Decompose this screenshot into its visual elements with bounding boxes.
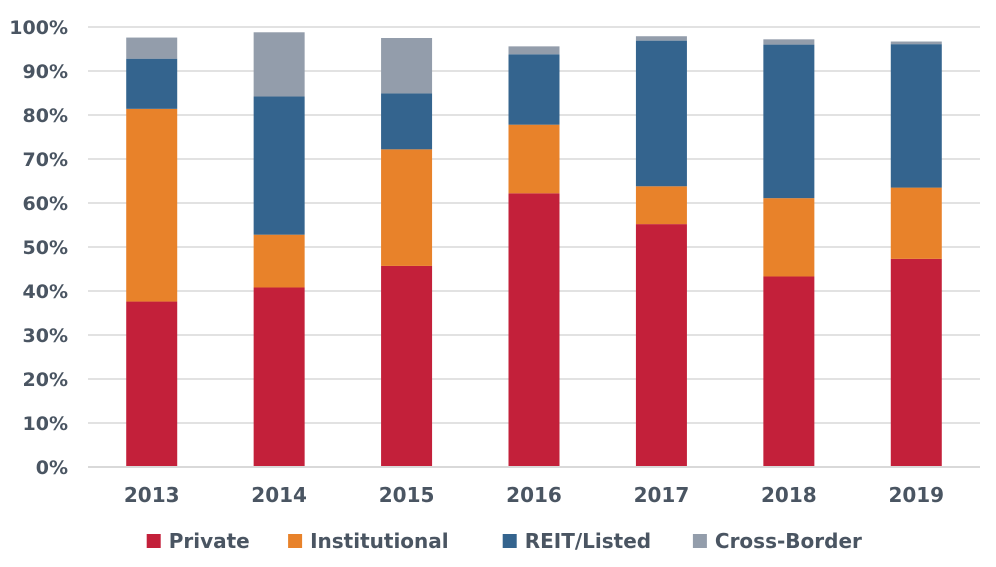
bars <box>126 32 942 467</box>
y-tick-label: 0% <box>36 457 68 479</box>
y-tick-label: 20% <box>23 369 68 391</box>
x-tick-label: 2013 <box>124 483 180 507</box>
y-tick-label: 60% <box>23 193 68 215</box>
legend-label-private: Private <box>169 529 250 553</box>
bar-2017-cross-border <box>635 36 687 41</box>
y-tick-label: 50% <box>23 237 68 259</box>
x-tick-label: 2019 <box>888 483 944 507</box>
y-tick-label: 80% <box>23 105 68 127</box>
bar-2016-cross-border <box>508 46 560 55</box>
legend-label-cross-border: Cross-Border <box>715 529 862 553</box>
bar-2015-cross-border <box>381 38 433 94</box>
legend-swatch-private <box>146 534 161 548</box>
bar-2019-cross-border <box>890 41 942 45</box>
bar-2016-reit-listed <box>508 54 560 125</box>
legend-swatch-institutional <box>288 534 303 548</box>
bar-2014-private <box>253 287 305 467</box>
bar-2019-private <box>890 258 942 467</box>
y-axis-tick-labels: 0% 10% 20% 30% 40% 50% 60% 70% 80% 90% 100% <box>9 17 68 479</box>
x-tick-label: 2014 <box>251 483 307 507</box>
y-tick-label: 90% <box>23 61 68 83</box>
bar-2019-institutional <box>890 187 942 259</box>
bar-2013-institutional <box>126 108 178 302</box>
bar-2018-private <box>763 276 815 467</box>
x-tick-label: 2015 <box>379 483 435 507</box>
bar-2019-reit-listed <box>890 44 942 188</box>
bar-2014-reit-listed <box>253 96 305 235</box>
bar-2015-private <box>381 265 433 467</box>
bar-2015-institutional <box>381 149 433 266</box>
legend-swatch-cross-border <box>692 534 707 548</box>
bar-2017-institutional <box>635 186 687 225</box>
bar-2014-cross-border <box>253 32 305 97</box>
legend-label-reit-listed: REIT/Listed <box>525 529 651 553</box>
bar-2018-cross-border <box>763 39 815 45</box>
x-tick-label: 2018 <box>761 483 817 507</box>
y-tick-label: 30% <box>23 325 68 347</box>
y-tick-label: 10% <box>23 413 68 435</box>
bar-2015-reit-listed <box>381 93 433 150</box>
bar-2014-institutional <box>253 234 305 288</box>
bar-2018-reit-listed <box>763 44 815 199</box>
y-tick-label: 40% <box>23 281 68 303</box>
bar-2013-reit-listed <box>126 58 178 109</box>
legend: Private Institutional REIT/Listed Cross-Bor… <box>146 529 862 553</box>
legend-label-institutional: Institutional <box>310 529 449 553</box>
bar-2016-institutional <box>508 124 560 194</box>
bar-2013-private <box>126 301 178 467</box>
y-tick-label: 70% <box>23 149 68 171</box>
x-tick-label: 2017 <box>634 483 690 507</box>
bar-2016-private <box>508 193 560 467</box>
bar-2017-reit-listed <box>635 40 687 187</box>
legend-swatch-reit-listed <box>502 534 517 548</box>
bar-2013-cross-border <box>126 37 178 59</box>
x-axis-tick-labels: 2013 2014 2015 2016 2017 2018 2019 <box>124 483 944 507</box>
bar-2017-private <box>635 224 687 467</box>
x-tick-label: 2016 <box>506 483 562 507</box>
bar-2018-institutional <box>763 198 815 277</box>
y-tick-label: 100% <box>9 17 68 39</box>
